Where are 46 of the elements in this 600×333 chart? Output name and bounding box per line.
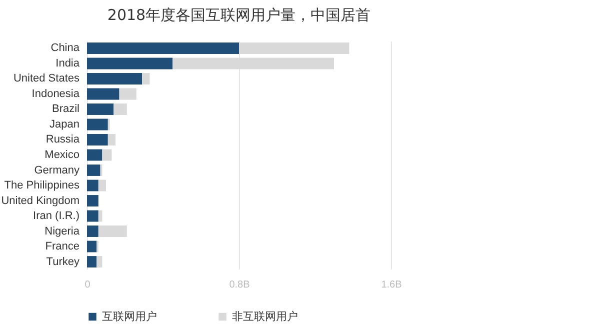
bar [119, 88, 136, 100]
y-tick-label: Russia [46, 134, 80, 146]
bar [87, 164, 100, 176]
y-tick-label: Nigeria [44, 225, 80, 238]
bar [98, 180, 106, 192]
chart-title: 2018年度各国互联网用户量，中国居首 [107, 6, 371, 24]
legend-label: 非互联网用户 [232, 310, 298, 323]
bar [142, 73, 150, 84]
bar [87, 210, 98, 222]
y-tick-label: India [56, 57, 80, 70]
y-tick-label: Germany [34, 164, 80, 176]
y-tick-label: The Philippines [4, 180, 80, 192]
y-tick-label: Indonesia [32, 88, 80, 100]
y-tick-label: Iran (I.R.) [33, 210, 80, 222]
x-tick-label: 1.6B [381, 280, 402, 290]
bar [87, 226, 98, 237]
y-tick-label: Turkey [46, 256, 80, 268]
bar [87, 134, 108, 146]
y-tick-label: Brazil [52, 103, 80, 116]
x-tick-label: 0 [84, 280, 91, 290]
bar [114, 104, 127, 115]
bar [87, 180, 98, 192]
bar [87, 195, 98, 206]
y-tick-label: France [45, 240, 80, 253]
bar [87, 149, 102, 161]
bar [87, 256, 96, 268]
bar [87, 104, 114, 115]
bar [172, 58, 334, 70]
y-tick-label: United States [13, 72, 80, 85]
bar [87, 42, 239, 54]
bar [87, 118, 108, 130]
bar [102, 149, 112, 161]
bar [239, 42, 350, 54]
y-tick-label: China [50, 42, 80, 54]
bar [96, 256, 102, 268]
bar [87, 73, 142, 84]
bar [87, 58, 172, 70]
y-tick-label: United Kingdom [1, 194, 80, 207]
bar [108, 134, 116, 146]
x-tick-label: 0.8B [229, 280, 250, 290]
bar [87, 240, 96, 252]
bar [87, 88, 120, 100]
legend-label: 互联网用户 [102, 310, 157, 323]
bar [98, 226, 127, 237]
y-tick-label: Japan [50, 118, 80, 130]
y-tick-label: Mexico [44, 149, 80, 161]
